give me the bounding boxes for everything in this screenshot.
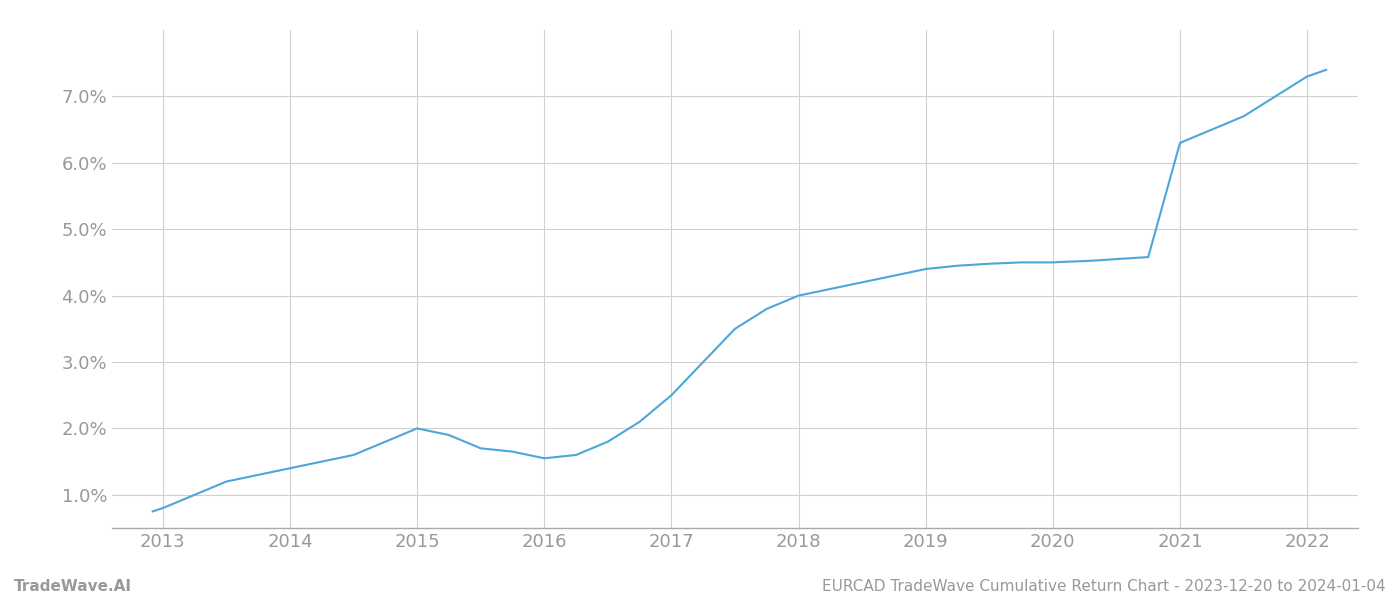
Text: TradeWave.AI: TradeWave.AI bbox=[14, 579, 132, 594]
Text: EURCAD TradeWave Cumulative Return Chart - 2023-12-20 to 2024-01-04: EURCAD TradeWave Cumulative Return Chart… bbox=[822, 579, 1386, 594]
